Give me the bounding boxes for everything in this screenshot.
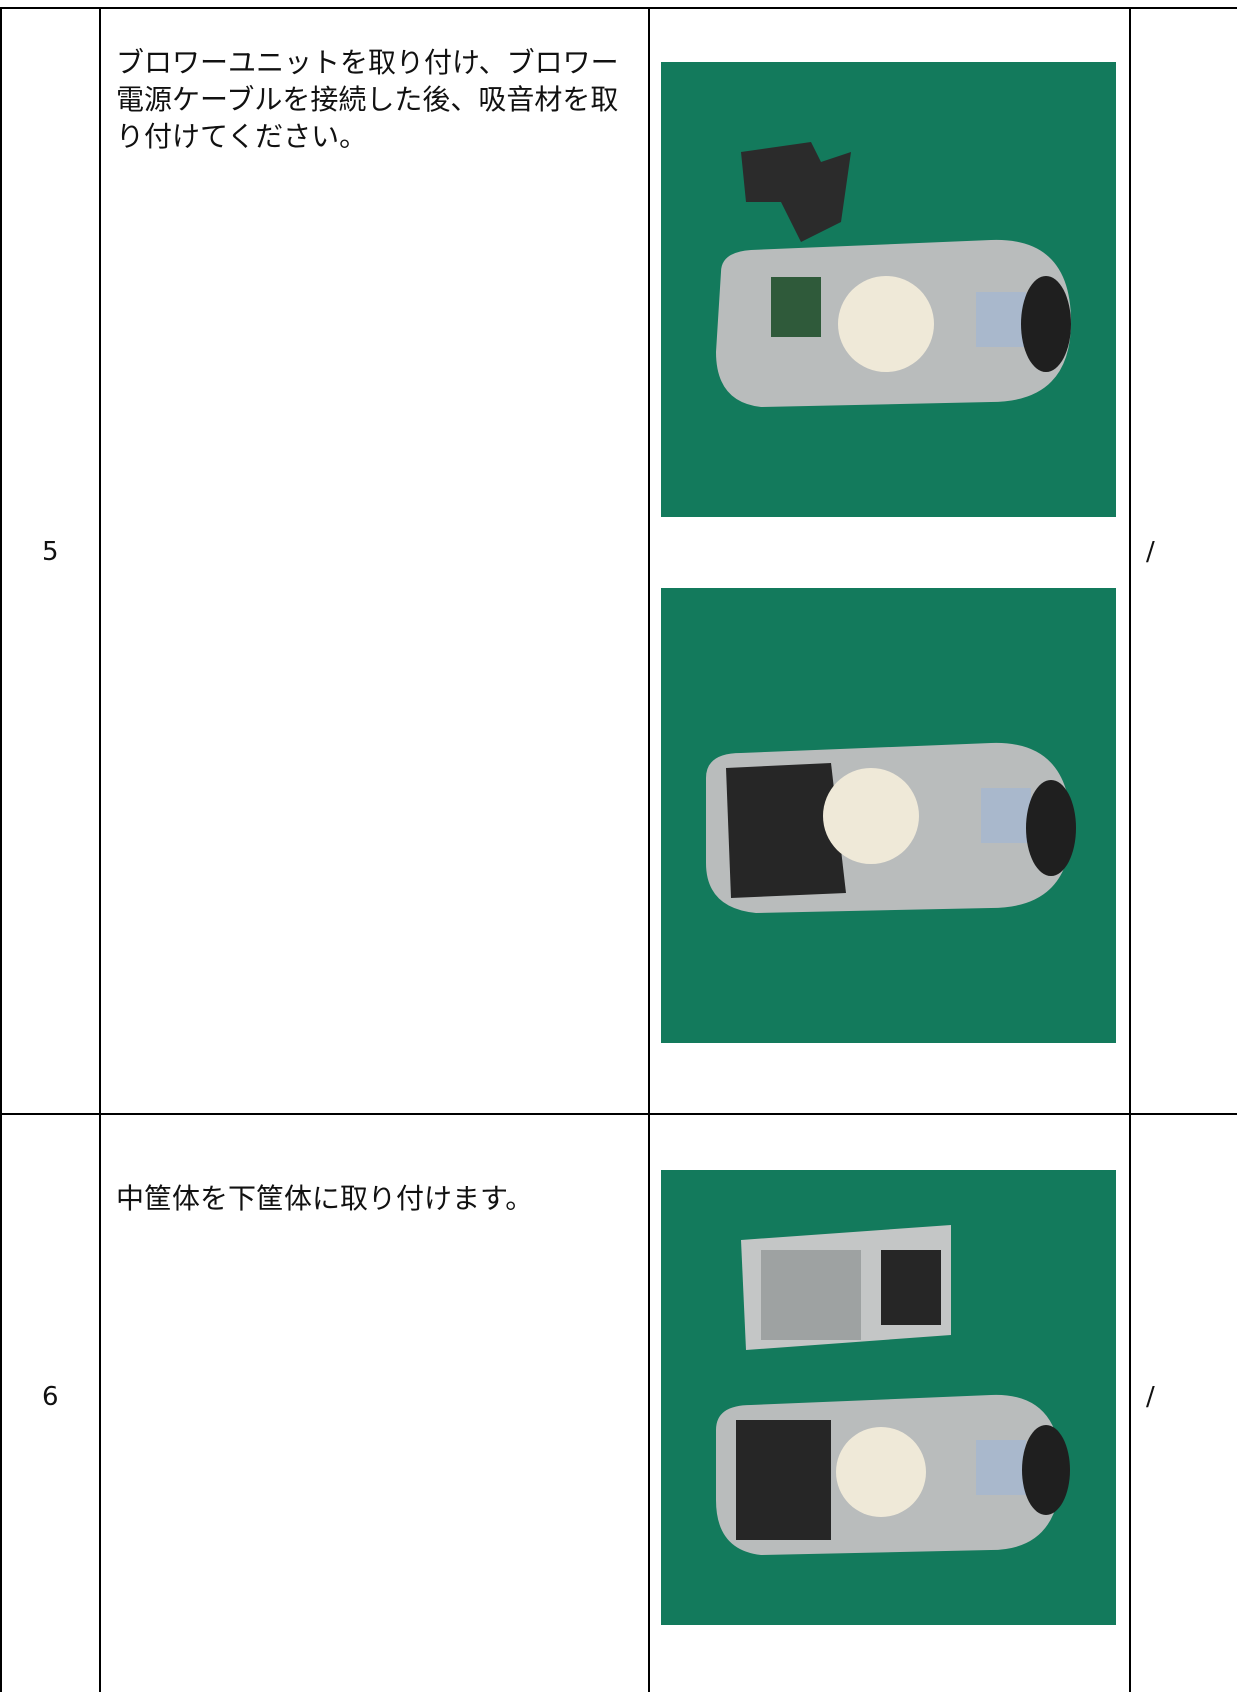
step-number: 6 bbox=[42, 1382, 59, 1412]
step-text: 中筐体を下筐体に取り付けます。 bbox=[116, 1182, 534, 1215]
step-text: ブロワーユニットを取り付け、ブロワー電源ケーブルを接続した後、吸音材を取り付けて… bbox=[116, 46, 619, 153]
step-number: 5 bbox=[42, 537, 59, 567]
photo bbox=[661, 62, 1116, 517]
row-divider bbox=[0, 1113, 1237, 1115]
step-note: / bbox=[1146, 1382, 1155, 1412]
table-border bbox=[0, 7, 1237, 9]
photo bbox=[661, 1170, 1116, 1625]
column-divider bbox=[1129, 8, 1131, 1692]
column-divider bbox=[648, 8, 650, 1692]
column-divider bbox=[99, 8, 101, 1692]
table-border bbox=[0, 8, 2, 1692]
step-note: / bbox=[1146, 537, 1155, 567]
photo bbox=[661, 588, 1116, 1043]
